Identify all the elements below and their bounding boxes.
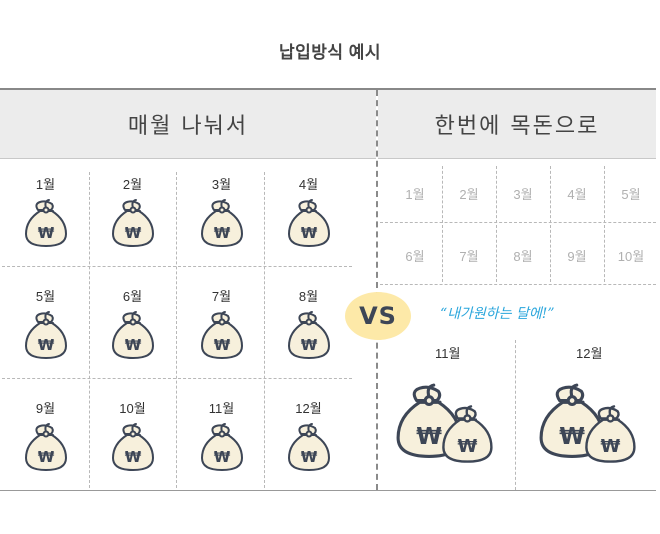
month-label: 8월 <box>298 289 319 304</box>
big-month-label-12: 12월 <box>576 346 603 361</box>
svg-text:₩: ₩ <box>600 436 620 457</box>
money-bag-icon: ₩ <box>288 311 330 359</box>
svg-text:₩: ₩ <box>38 336 55 354</box>
month-label: 11월 <box>208 401 235 416</box>
lumpsum-header: 한번에 목돈으로 <box>378 90 656 158</box>
svg-text:₩: ₩ <box>559 423 585 450</box>
svg-text:₩: ₩ <box>214 224 231 242</box>
svg-text:₩: ₩ <box>457 436 477 457</box>
svg-text:₩: ₩ <box>38 224 55 242</box>
small-month-cell: 3월 <box>513 186 533 202</box>
month-cell: 4월 ₩ <box>265 160 352 272</box>
grid-divider-horizontal <box>2 266 352 267</box>
header-divider-left <box>0 158 376 159</box>
small-grid-divider-vertical <box>604 166 605 282</box>
vs-badge: VS <box>345 292 411 340</box>
month-cell: 5월 ₩ <box>2 272 89 384</box>
month-cell: 6월 ₩ <box>89 272 176 384</box>
svg-text:₩: ₩ <box>301 448 318 466</box>
month-label: 3월 <box>211 177 232 192</box>
money-bag-icon: ₩ <box>112 199 154 247</box>
header-divider-right <box>378 158 656 159</box>
center-divider <box>376 90 378 490</box>
small-grid-divider-vertical <box>442 166 443 282</box>
money-bag-icon: ₩ <box>112 423 154 471</box>
month-label: 4월 <box>298 177 319 192</box>
money-bags-icon-12: ₩ ₩ <box>539 383 636 463</box>
month-label: 9월 <box>35 401 56 416</box>
month-label: 6월 <box>122 289 143 304</box>
frame-bottom-line <box>0 490 656 491</box>
month-cell: 9월 ₩ <box>2 384 89 496</box>
big-divider <box>515 340 516 490</box>
month-cell: 11월 ₩ <box>178 384 265 496</box>
svg-text:₩: ₩ <box>125 224 142 242</box>
frame-top-line <box>0 88 656 90</box>
svg-text:₩: ₩ <box>301 336 318 354</box>
money-bag-icon: ₩ <box>25 311 67 359</box>
small-month-cell: 8월 <box>513 248 533 264</box>
svg-text:₩: ₩ <box>38 448 55 466</box>
month-label: 1월 <box>35 177 56 192</box>
small-month-cell: 6월 <box>405 248 425 264</box>
small-month-cell: 1월 <box>405 186 425 202</box>
month-cell: 7월 ₩ <box>178 272 265 384</box>
month-cell: 8월 ₩ <box>265 272 352 384</box>
money-bag-icon: ₩ <box>201 423 243 471</box>
grid-divider-vertical <box>89 172 90 488</box>
grid-divider-vertical <box>176 172 177 488</box>
money-bag-icon: ₩ <box>201 311 243 359</box>
month-label: 7월 <box>211 289 232 304</box>
small-month-cell: 5월 <box>621 186 641 202</box>
month-label: 12월 <box>295 401 322 416</box>
monthly-header: 매월 나눠서 <box>0 90 376 158</box>
small-month-cell: 7월 <box>459 248 479 264</box>
month-cell: 10월 ₩ <box>89 384 176 496</box>
small-month-cell: 2월 <box>459 186 479 202</box>
svg-text:₩: ₩ <box>416 423 442 450</box>
big-month-label-11: 11월 <box>435 346 461 361</box>
quote-text: “내가원하는 달에!” <box>440 306 555 322</box>
month-label: 2월 <box>122 177 143 192</box>
grid-divider-horizontal <box>2 378 352 379</box>
month-cell: 1월 ₩ <box>2 160 89 272</box>
money-bag-icon: ₩ <box>201 199 243 247</box>
small-month-cell: 4월 <box>567 186 587 202</box>
month-label: 10월 <box>119 401 146 416</box>
month-cell: 12월 ₩ <box>265 384 352 496</box>
svg-text:₩: ₩ <box>301 224 318 242</box>
small-month-cell: 9월 <box>567 248 587 264</box>
money-bag-icon: ₩ <box>25 423 67 471</box>
money-bags-icon-11: ₩ ₩ <box>396 383 493 463</box>
svg-text:₩: ₩ <box>125 336 142 354</box>
svg-text:₩: ₩ <box>214 448 231 466</box>
grid-divider-vertical <box>264 172 265 488</box>
small-grid-divider-horizontal <box>380 222 656 223</box>
money-bag-icon: ₩ <box>288 423 330 471</box>
svg-text:₩: ₩ <box>125 448 142 466</box>
small-grid-divider-vertical <box>550 166 551 282</box>
money-bag-icon: ₩ <box>25 199 67 247</box>
money-bag-icon: ₩ <box>288 199 330 247</box>
small-grid-divider-horizontal <box>380 284 656 285</box>
page-title: 납입방식 예시 <box>278 43 382 62</box>
svg-text:₩: ₩ <box>214 336 231 354</box>
month-cell: 3월 ₩ <box>178 160 265 272</box>
month-cell: 2월 ₩ <box>89 160 176 272</box>
month-label: 5월 <box>35 289 56 304</box>
money-bag-icon: ₩ <box>112 311 154 359</box>
small-grid-divider-vertical <box>496 166 497 282</box>
small-month-cell: 10월 <box>617 248 645 264</box>
